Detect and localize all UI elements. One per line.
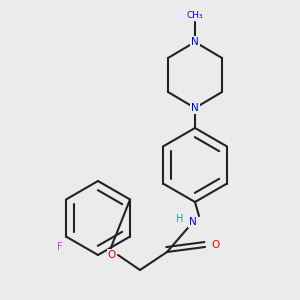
Text: H: H <box>176 214 184 224</box>
Text: N: N <box>191 103 199 113</box>
Text: CH₃: CH₃ <box>187 11 203 20</box>
Text: N: N <box>191 37 199 47</box>
Text: N: N <box>189 217 197 227</box>
Text: O: O <box>212 240 220 250</box>
Text: O: O <box>108 250 116 260</box>
Text: F: F <box>57 242 63 251</box>
